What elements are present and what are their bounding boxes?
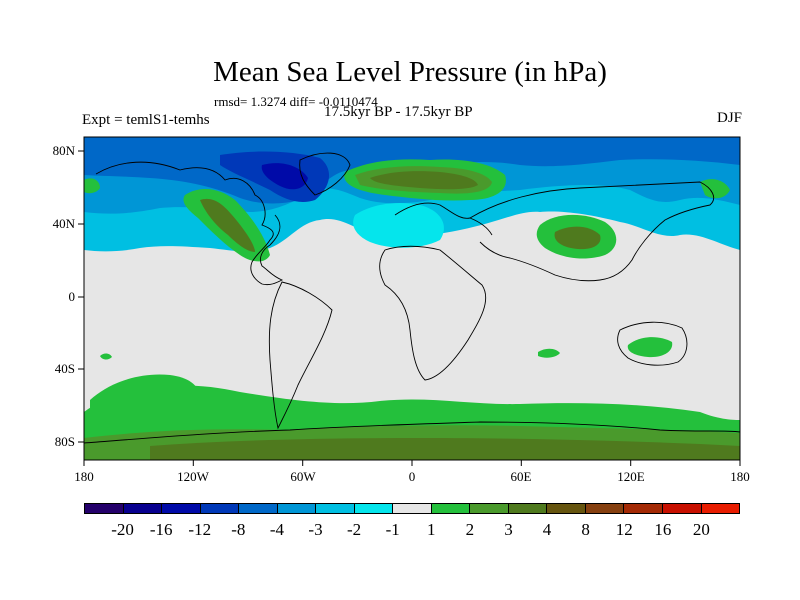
color-bar-swatch <box>701 504 740 513</box>
color-bar-label: 4 <box>542 520 552 539</box>
lon-tick-label: 120E <box>617 469 645 484</box>
color-bar-label: 8 <box>581 520 590 539</box>
color-bar-swatch <box>662 504 702 513</box>
color-bar-swatch <box>431 504 471 513</box>
color-bar-label: -3 <box>308 520 323 539</box>
north-america-brown <box>200 198 255 252</box>
lat-tick-label: 80S <box>54 434 75 449</box>
coast-africa <box>379 245 487 381</box>
color-bar-swatch <box>624 504 663 513</box>
coast-europe <box>394 202 493 236</box>
coast-australia <box>617 321 688 366</box>
east-pacific-green <box>700 179 730 199</box>
color-bar-label: -1 <box>385 520 400 539</box>
asia-brown <box>554 226 601 250</box>
color-bar-swatch <box>85 504 124 513</box>
color-bar-label: -2 <box>347 520 362 539</box>
color-bar-swatch <box>277 504 317 513</box>
color-bar-label: 16 <box>654 520 672 539</box>
axis-ticks <box>78 150 741 466</box>
color-bar-label: 2 <box>465 520 475 539</box>
color-bar-label: -8 <box>231 520 246 539</box>
color-bar-swatch <box>470 504 509 513</box>
color-bar-label: 12 <box>615 520 633 539</box>
southern-brown-band <box>150 438 740 460</box>
lat-tick-label: 80N <box>52 143 75 158</box>
atlantic-cyan <box>353 203 444 248</box>
period-label: 17.5kyr BP - 17.5kyr BP <box>324 104 473 120</box>
lon-tick-label: 60W <box>290 469 316 484</box>
south-pacific-patch <box>100 353 112 360</box>
lon-tick-label: 60E <box>510 469 532 484</box>
color-bar-label: 3 <box>504 520 513 539</box>
color-bar-swatch <box>547 504 586 513</box>
stats-label: rmsd= 1.3274 diff= -0.0110474 <box>214 94 378 109</box>
color-bar-swatch <box>508 504 548 513</box>
lon-tick-label: 0 <box>408 469 416 484</box>
color-bar-label: -12 <box>188 520 212 539</box>
color-bar-label: -20 <box>111 520 134 539</box>
lat-tick-label: 40S <box>54 361 75 376</box>
lon-tick-label: 180 <box>730 469 750 484</box>
lat-tick-label: 40N <box>52 216 75 231</box>
color-bar-label: -16 <box>149 520 173 539</box>
color-bar-swatch <box>354 504 394 513</box>
color-bar-swatch <box>200 504 240 513</box>
coastlines <box>84 152 740 444</box>
color-bar <box>84 503 740 514</box>
eurasia-brown <box>370 171 478 190</box>
color-bar-swatch <box>162 504 201 513</box>
lon-tick-label: 180 <box>74 469 94 484</box>
color-bar-swatch <box>316 504 355 513</box>
coast-north-america <box>95 161 284 286</box>
color-bar-swatch <box>123 504 163 513</box>
coast-antarctica <box>84 421 740 444</box>
coast-greenland <box>299 152 351 196</box>
australia-green <box>627 337 673 358</box>
season-label: DJF <box>716 110 742 126</box>
coast-south-america <box>268 281 333 430</box>
color-bar-swatch <box>239 504 278 513</box>
south-pacific-green <box>90 374 199 412</box>
color-bar-label: 20 <box>692 520 710 539</box>
lat-tick-label: 0 <box>68 289 76 304</box>
map-title: Mean Sea Level Pressure (in hPa) <box>213 56 607 88</box>
south-atlantic-green <box>538 348 560 358</box>
west-pacific-green <box>84 178 100 194</box>
color-bar-label: -4 <box>269 520 285 539</box>
experiment-label: Expt = temlS1-temhs <box>82 112 210 128</box>
coast-asia <box>469 181 714 282</box>
color-bar-swatch <box>585 504 625 513</box>
color-bar-label: 1 <box>427 520 436 539</box>
lon-tick-label: 120W <box>177 469 209 484</box>
deep-blue-core <box>261 163 308 190</box>
color-bar-swatch <box>393 504 432 513</box>
